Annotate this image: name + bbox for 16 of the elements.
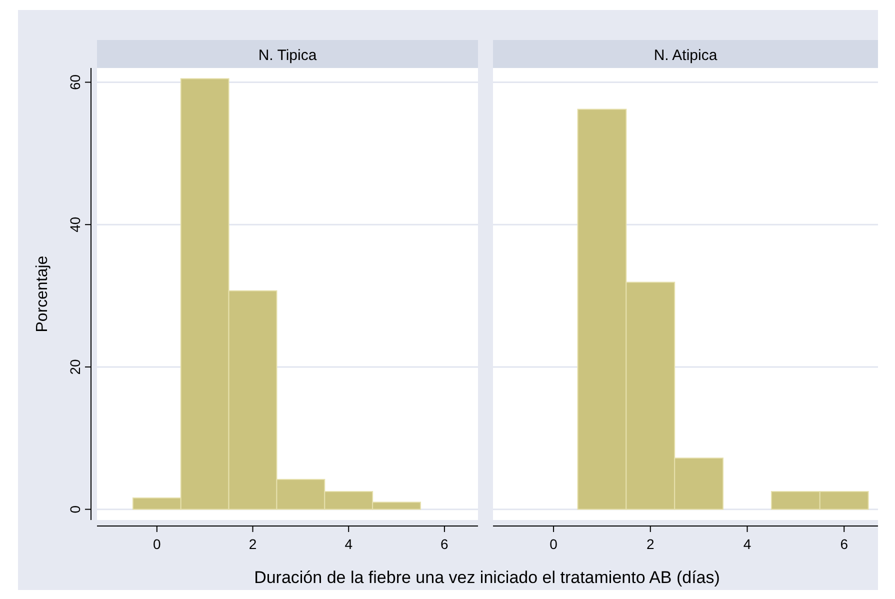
- x-axis-title: Duración de la fiebre una vez iniciado el tratamiento AB (días): [254, 568, 720, 587]
- x-tick-label: 2: [248, 536, 257, 552]
- x-tick-label: 4: [344, 536, 353, 552]
- x-tick-label: 4: [743, 536, 752, 552]
- x-tick-label: 0: [550, 536, 558, 552]
- x-tick-label: 6: [840, 536, 848, 552]
- chart-title: N. Tipica: [258, 47, 318, 64]
- x-tick-label: 2: [646, 536, 654, 552]
- y-tick-label: 20: [67, 358, 83, 375]
- x-tick-label: 6: [440, 536, 449, 552]
- x-tick-label: 0: [153, 536, 162, 552]
- y-axis-title: Porcentaje: [34, 256, 51, 332]
- y-tick-label: 60: [67, 74, 83, 90]
- y-tick-label: 40: [67, 216, 83, 232]
- chart-title: N. Atipica: [654, 47, 718, 64]
- y-tick-label: 0: [67, 505, 83, 514]
